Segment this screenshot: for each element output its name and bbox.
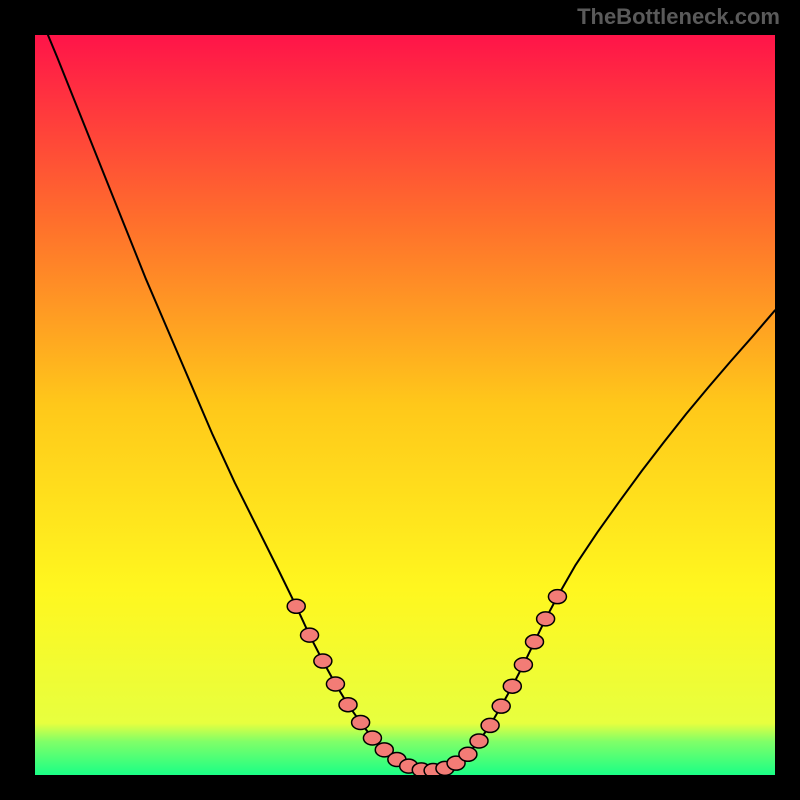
- data-marker: [526, 635, 544, 649]
- data-marker: [514, 658, 532, 672]
- data-marker: [481, 718, 499, 732]
- outer-frame: TheBottleneck.com: [0, 0, 800, 800]
- curve-layer: [0, 0, 800, 800]
- data-marker: [470, 734, 488, 748]
- data-marker: [548, 590, 566, 604]
- data-marker: [339, 698, 357, 712]
- data-marker: [314, 654, 332, 668]
- data-marker: [301, 628, 319, 642]
- data-marker: [326, 677, 344, 691]
- data-marker: [503, 679, 521, 693]
- data-marker: [537, 612, 555, 626]
- data-marker: [492, 699, 510, 713]
- bottleneck-curve: [35, 4, 775, 771]
- data-marker: [363, 731, 381, 745]
- data-marker: [459, 747, 477, 761]
- data-marker: [287, 599, 305, 613]
- data-marker: [352, 715, 370, 729]
